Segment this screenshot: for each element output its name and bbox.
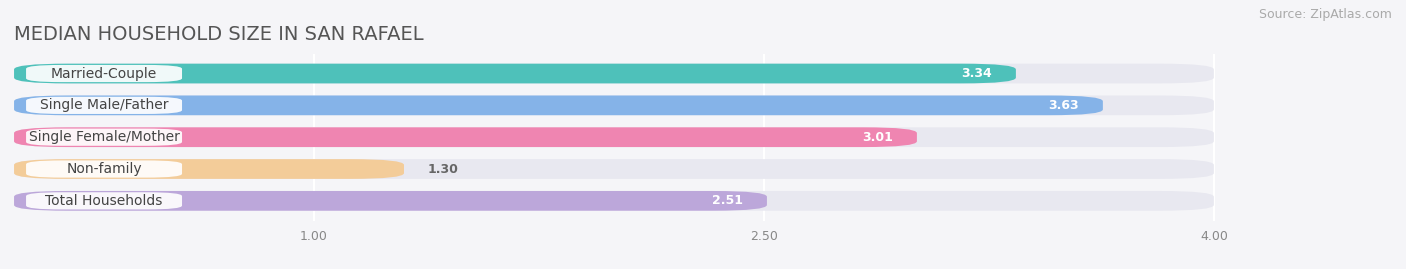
Text: 3.01: 3.01 (862, 131, 893, 144)
FancyBboxPatch shape (14, 159, 1213, 179)
FancyBboxPatch shape (14, 127, 917, 147)
Text: 3.63: 3.63 (1049, 99, 1078, 112)
FancyBboxPatch shape (14, 127, 1213, 147)
Text: Total Households: Total Households (45, 194, 163, 208)
FancyBboxPatch shape (14, 95, 1213, 115)
Text: Single Male/Father: Single Male/Father (39, 98, 169, 112)
Text: MEDIAN HOUSEHOLD SIZE IN SAN RAFAEL: MEDIAN HOUSEHOLD SIZE IN SAN RAFAEL (14, 25, 423, 44)
FancyBboxPatch shape (14, 64, 1017, 83)
FancyBboxPatch shape (27, 65, 181, 82)
FancyBboxPatch shape (14, 191, 1213, 211)
FancyBboxPatch shape (27, 129, 181, 146)
Text: Single Female/Mother: Single Female/Mother (28, 130, 180, 144)
FancyBboxPatch shape (14, 191, 766, 211)
Text: 1.30: 1.30 (427, 162, 458, 175)
FancyBboxPatch shape (14, 95, 1102, 115)
Text: 3.34: 3.34 (962, 67, 991, 80)
FancyBboxPatch shape (27, 192, 181, 210)
Text: Married-Couple: Married-Couple (51, 66, 157, 80)
Text: Non-family: Non-family (66, 162, 142, 176)
Text: Source: ZipAtlas.com: Source: ZipAtlas.com (1258, 8, 1392, 21)
FancyBboxPatch shape (27, 160, 181, 178)
FancyBboxPatch shape (14, 159, 404, 179)
FancyBboxPatch shape (14, 64, 1213, 83)
Text: 2.51: 2.51 (711, 194, 742, 207)
FancyBboxPatch shape (27, 97, 181, 114)
